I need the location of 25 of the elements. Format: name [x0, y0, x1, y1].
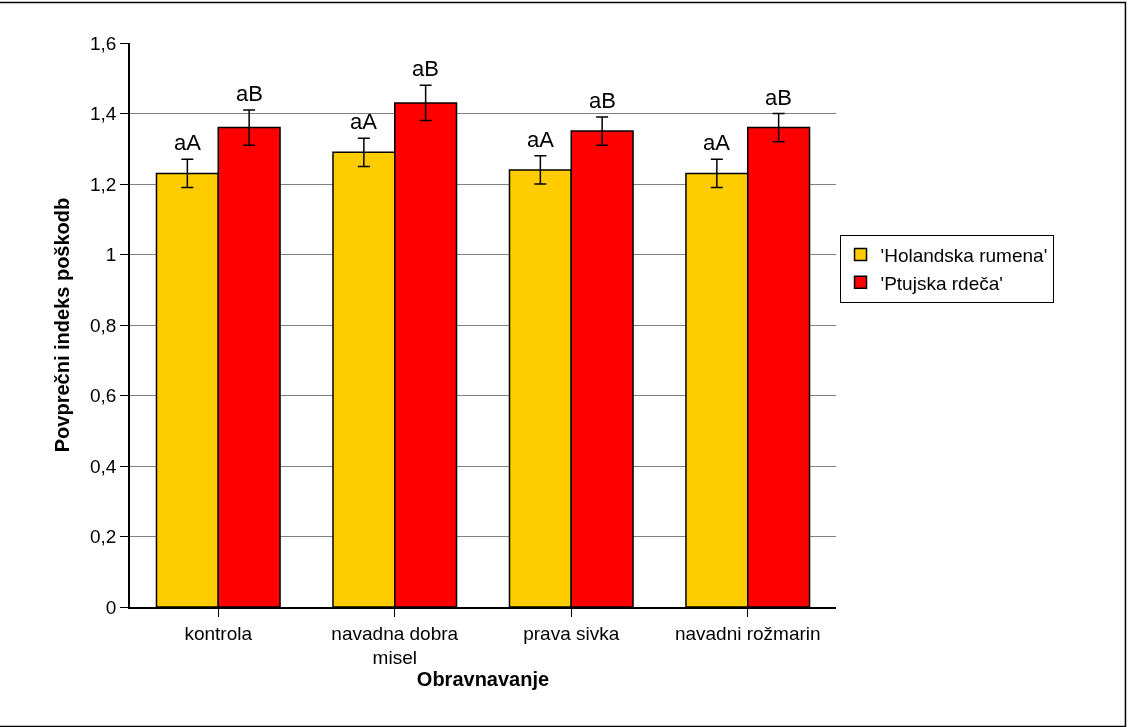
x-axis-title: Obravnavanje [416, 668, 550, 691]
data-label: aA [527, 127, 555, 152]
data-label: aB [412, 56, 439, 81]
y-tick-label: 1,2 [90, 173, 117, 195]
data-label: aA [174, 130, 202, 155]
legend-label: 'Ptujska rdeča' [880, 272, 1003, 294]
y-tick-label: 0,2 [90, 526, 117, 548]
data-label: aB [236, 81, 263, 106]
data-label: aB [765, 85, 792, 110]
y-tick-label: 0,4 [90, 455, 117, 477]
x-tick-label: navadni rožmarin [674, 622, 821, 644]
x-tick-label: kontrola [184, 622, 253, 644]
y-tick-label: 1,6 [90, 32, 117, 54]
y-tick-label: 0,8 [90, 314, 117, 336]
y-tick-label: 1,4 [90, 103, 117, 125]
data-label: aB [589, 88, 616, 113]
data-label: aA [703, 130, 731, 155]
legend-label: 'Holandska rumena' [880, 244, 1048, 266]
y-tick-label: 1 [105, 244, 117, 266]
y-axis-title: Povprečni indeks poškodb [51, 197, 74, 453]
y-tick-label: 0,6 [90, 385, 117, 407]
x-tick-label: navadna dobra misel [331, 622, 459, 669]
y-tick-label: 0 [105, 596, 117, 618]
x-tick-label: prava sivka [523, 622, 620, 644]
data-label: aA [350, 109, 378, 134]
